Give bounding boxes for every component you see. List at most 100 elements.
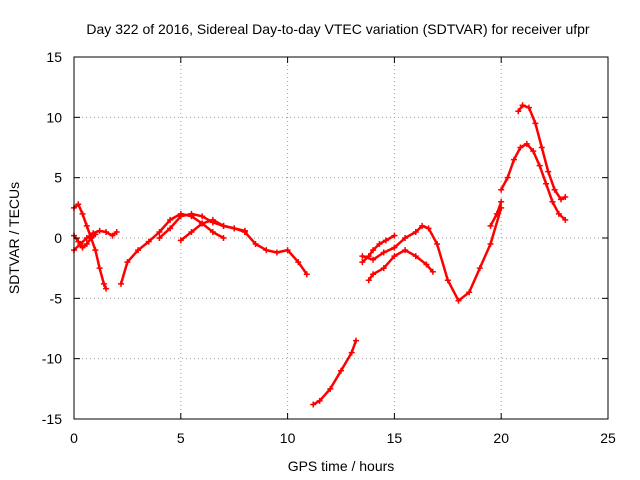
series-line	[311, 339, 358, 406]
data-point	[103, 285, 110, 292]
data-point	[156, 228, 163, 235]
data-point	[109, 232, 116, 239]
data-point	[79, 244, 86, 251]
data-point	[83, 235, 90, 241]
data-point	[370, 256, 377, 263]
data-point	[199, 220, 206, 227]
data-point	[231, 225, 238, 232]
data-point	[455, 297, 462, 304]
y-tick-label: 15	[46, 49, 62, 65]
data-point	[551, 186, 558, 193]
series-arc-5	[156, 210, 310, 278]
data-point	[241, 227, 248, 234]
axis-ticks	[73, 56, 609, 420]
data-point	[434, 241, 441, 248]
data-point	[382, 237, 389, 244]
data-point	[423, 261, 430, 268]
data-point	[515, 108, 522, 115]
data-point	[327, 385, 334, 392]
grid	[74, 57, 608, 419]
data-point	[135, 247, 142, 254]
data-point	[444, 277, 451, 284]
x-tick-label: 5	[177, 430, 185, 446]
data-point	[391, 232, 398, 239]
y-tick-label: 5	[54, 170, 62, 186]
y-tick-label: -10	[42, 351, 62, 367]
y-tick-label: 0	[54, 230, 62, 246]
data-point	[549, 198, 556, 205]
data-point	[412, 228, 419, 235]
data-point	[92, 247, 99, 254]
series-line	[517, 104, 567, 201]
y-tick-label: 10	[46, 109, 62, 125]
data-point	[103, 228, 110, 235]
data-point	[263, 247, 270, 254]
data-point	[177, 213, 184, 220]
data-point	[487, 241, 494, 248]
data-point	[199, 213, 206, 220]
data-point	[525, 104, 532, 111]
series-line	[158, 212, 309, 276]
data-point	[303, 271, 310, 278]
data-point	[90, 230, 97, 237]
data-point	[79, 210, 86, 217]
data-point	[77, 241, 84, 248]
data-point	[511, 156, 518, 163]
data-point	[391, 253, 398, 260]
series-arc-8	[359, 232, 398, 266]
data-point	[209, 216, 216, 223]
data-point	[167, 216, 174, 223]
data-point	[295, 259, 302, 266]
x-tick-label: 20	[493, 430, 509, 446]
data-point	[402, 247, 409, 254]
data-point	[517, 144, 524, 151]
data-point	[519, 102, 526, 109]
data-point	[419, 222, 426, 229]
x-tick-label: 25	[600, 430, 616, 446]
data-point	[96, 265, 103, 272]
series-arc-13	[515, 102, 569, 203]
data-point	[220, 222, 227, 229]
data-point	[209, 228, 216, 235]
data-point	[167, 225, 174, 232]
data-point	[83, 222, 90, 229]
data-point	[429, 268, 436, 275]
data-point	[532, 120, 539, 127]
data-point	[504, 174, 511, 181]
y-axis-label: SDTVAR / TECUs	[6, 182, 22, 294]
series-arc-11	[487, 198, 505, 229]
data-point	[124, 259, 131, 266]
y-tick-label: -15	[42, 411, 62, 427]
data-point	[352, 337, 359, 344]
x-tick-label: 15	[387, 430, 403, 446]
data-point	[220, 235, 227, 241]
data-point	[562, 216, 569, 223]
series-line	[499, 142, 567, 222]
data-point	[530, 148, 537, 155]
data-point	[75, 201, 82, 208]
data-point	[338, 367, 344, 374]
data-point	[359, 259, 366, 266]
data-point	[543, 180, 550, 187]
data-point	[316, 397, 323, 404]
data-point	[476, 265, 483, 272]
data-point	[523, 140, 530, 147]
data-point	[188, 228, 195, 235]
data-point	[538, 144, 545, 151]
data-point	[376, 241, 383, 248]
data-point	[402, 235, 409, 241]
data-point	[498, 186, 505, 193]
data-point	[96, 227, 103, 234]
data-point	[156, 235, 163, 241]
data-point	[348, 349, 355, 356]
data-point	[100, 280, 107, 287]
x-tick-label: 0	[70, 430, 78, 446]
data-point	[425, 225, 432, 232]
data-point	[487, 222, 494, 229]
data-point	[391, 244, 398, 251]
series-arc-9	[365, 247, 436, 284]
data-point	[359, 253, 366, 260]
data-point	[83, 241, 90, 248]
series-arc-12	[498, 140, 569, 223]
